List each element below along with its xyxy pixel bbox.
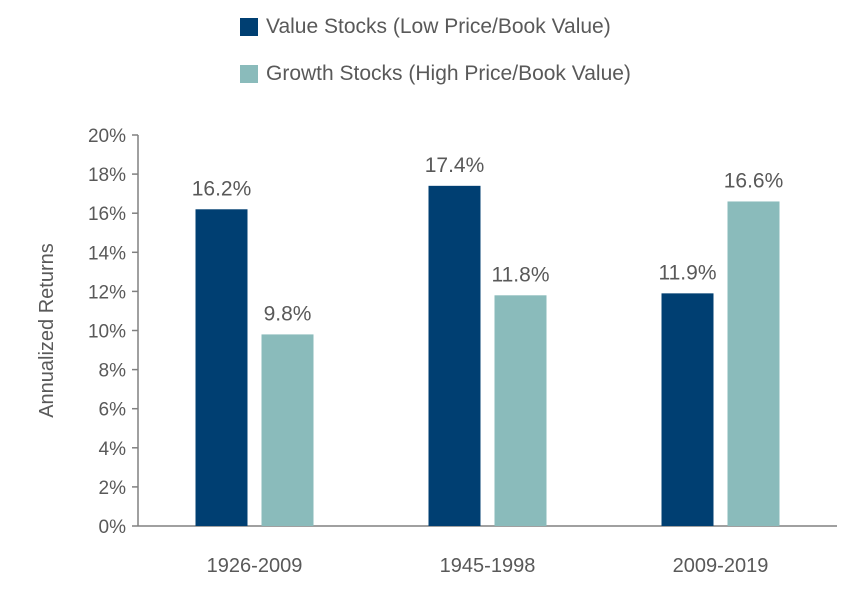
y-ticks: 0% 2% 4% 6% 8% 10% 12% 14% 16% 18% 20% — [88, 126, 138, 538]
data-label: 11.9% — [659, 261, 717, 284]
y-tick-label: 0% — [99, 517, 127, 538]
x-category-label: 1945-1998 — [440, 555, 536, 577]
x-categories: 1926-2009 1945-1998 2009-2019 — [207, 555, 769, 577]
legend-item-value: Value Stocks (Low Price/Book Value) — [240, 12, 631, 42]
y-tick-label: 6% — [99, 400, 127, 421]
bar-growth-stocks — [494, 295, 547, 526]
y-tick-label: 12% — [88, 282, 126, 303]
data-label: 11.8% — [492, 263, 550, 286]
bar-value-stocks — [661, 293, 714, 526]
data-label: 9.8% — [264, 302, 312, 325]
data-label: 16.2% — [192, 177, 252, 200]
legend-swatch-value — [240, 18, 258, 36]
legend-swatch-growth — [240, 65, 258, 83]
y-tick-label: 20% — [88, 126, 126, 147]
legend-label-value: Value Stocks (Low Price/Book Value) — [266, 15, 611, 38]
y-tick-label: 10% — [88, 322, 126, 343]
x-category-label: 1926-2009 — [207, 555, 303, 577]
legend: Value Stocks (Low Price/Book Value) Grow… — [240, 12, 631, 106]
y-tick-label: 2% — [99, 478, 127, 499]
y-tick-label: 18% — [88, 165, 126, 186]
data-label: 17.4% — [425, 154, 485, 177]
y-tick-label: 4% — [99, 439, 127, 460]
bar-value-stocks — [195, 209, 248, 527]
bar-growth-stocks — [727, 201, 780, 526]
legend-label-growth: Growth Stocks (High Price/Book Value) — [266, 62, 631, 85]
x-category-label: 2009-2019 — [673, 555, 769, 577]
y-tick-label: 14% — [88, 243, 126, 264]
y-tick-label: 8% — [99, 361, 127, 382]
legend-item-growth: Growth Stocks (High Price/Book Value) — [240, 59, 631, 89]
data-labels: 16.2% 9.8% 17.4% 11.8% 11.9% 16.6% — [192, 154, 784, 326]
data-label: 16.6% — [724, 169, 784, 192]
bar-value-stocks — [428, 185, 481, 526]
bars — [195, 185, 780, 527]
y-axis-label: Annualized Returns — [36, 243, 58, 418]
bar-growth-stocks — [261, 334, 314, 526]
y-tick-label: 16% — [88, 204, 126, 225]
